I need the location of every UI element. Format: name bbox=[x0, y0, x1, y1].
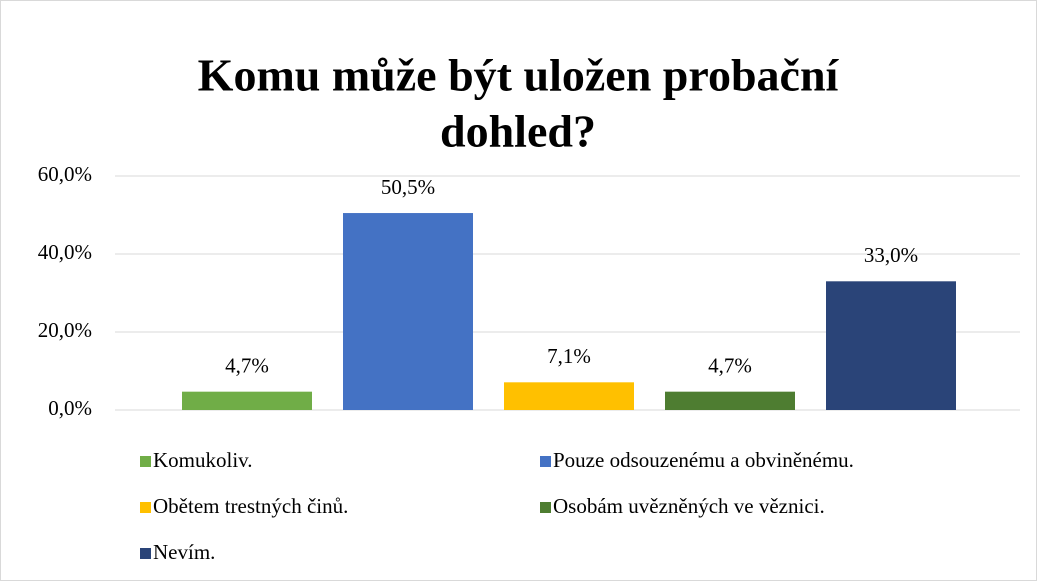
value-label: 33,0% bbox=[864, 243, 918, 267]
legend-swatch bbox=[540, 502, 551, 513]
bar bbox=[504, 382, 634, 410]
legend-swatch bbox=[140, 456, 151, 467]
legend-label: Obětem trestných činů. bbox=[153, 494, 348, 518]
chart-title: Komu může být uložen probační bbox=[198, 50, 840, 101]
y-tick-label: 20,0% bbox=[38, 318, 92, 342]
value-label: 50,5% bbox=[381, 175, 435, 199]
legend-label: Nevím. bbox=[153, 540, 215, 564]
legend-swatch bbox=[540, 456, 551, 467]
legend-swatch bbox=[140, 502, 151, 513]
legend-label: Pouze odsouzenému a obviněnému. bbox=[553, 448, 854, 472]
y-tick-label: 40,0% bbox=[38, 240, 92, 264]
legend-label: Osobám uvězněných ve věznici. bbox=[553, 494, 825, 518]
value-label: 4,7% bbox=[225, 353, 269, 377]
y-tick-label: 60,0% bbox=[38, 162, 92, 186]
bar bbox=[826, 281, 956, 410]
bar bbox=[665, 391, 795, 410]
legend-label: Komukoliv. bbox=[153, 448, 253, 472]
legend-swatch bbox=[140, 548, 151, 559]
value-label: 7,1% bbox=[547, 344, 591, 368]
bar bbox=[182, 391, 312, 410]
y-tick-label: 0,0% bbox=[48, 396, 92, 420]
value-label: 4,7% bbox=[708, 353, 752, 377]
bar bbox=[343, 213, 473, 410]
chart-title: dohled? bbox=[440, 106, 596, 157]
